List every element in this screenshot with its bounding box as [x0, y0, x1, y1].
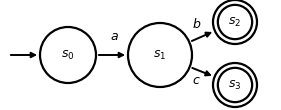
Text: c: c	[192, 73, 200, 86]
Text: b: b	[192, 17, 200, 30]
Text: a: a	[110, 29, 118, 42]
Text: $s_{0}$: $s_{0}$	[61, 48, 75, 62]
Text: $s_{2}$: $s_{2}$	[228, 15, 242, 29]
Text: $s_{3}$: $s_{3}$	[228, 78, 242, 92]
Text: $s_{1}$: $s_{1}$	[153, 48, 167, 62]
